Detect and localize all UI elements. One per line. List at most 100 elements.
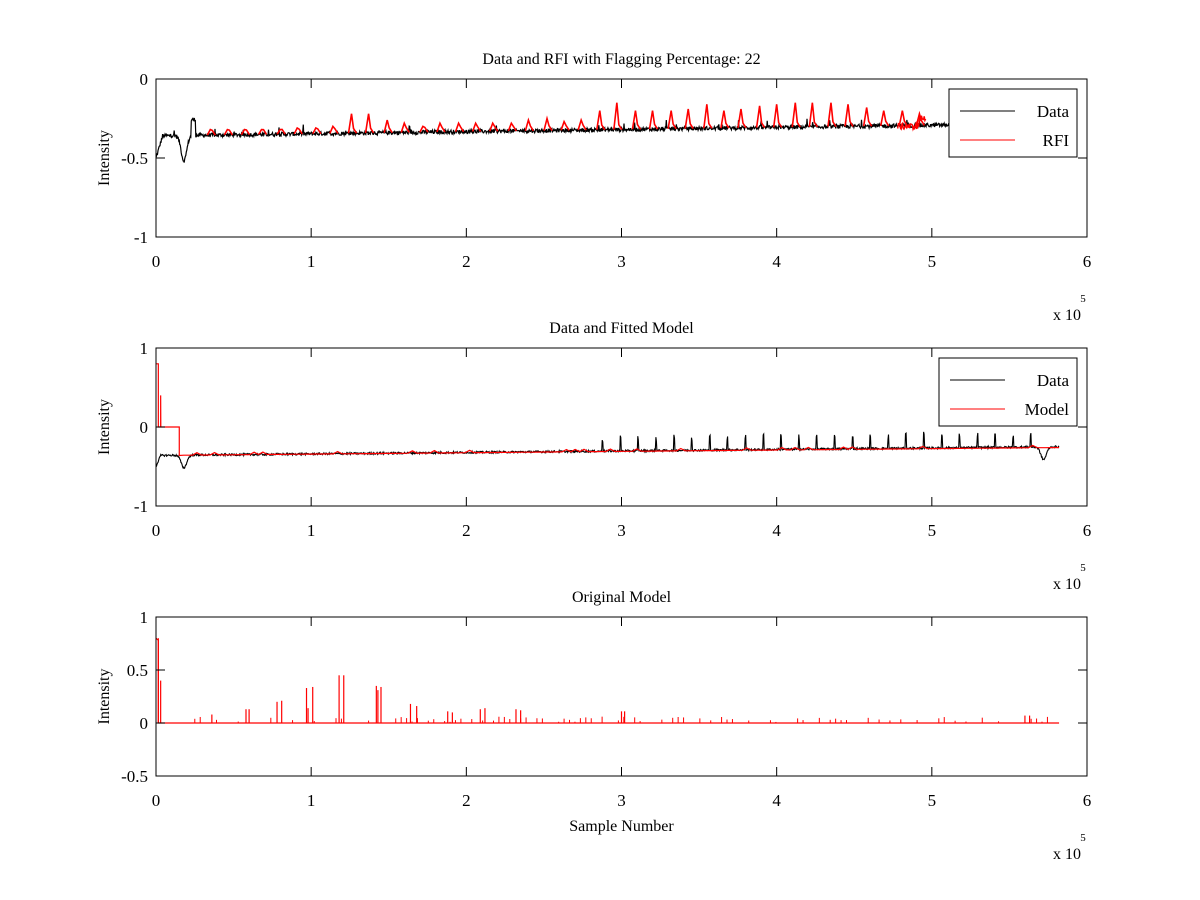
rfi-spike [791,102,801,128]
y-tick-label: 0 [140,70,149,89]
x-tick-label: 3 [617,252,626,271]
y-axis-label: Intensity [96,669,113,725]
rfi-spike [276,128,286,135]
rfi-spike [454,121,465,133]
series-baseline [156,637,1060,724]
rfi-spike [613,102,623,130]
x-tick-label: 1 [307,252,316,271]
subplot-1: Data and RFI with Flagging Percentage: 2… [96,51,1091,324]
rfi-spike [347,113,358,134]
x-tick-label: 4 [772,791,781,810]
rfi-spike [808,102,819,128]
chart-title: Original Model [572,589,672,606]
y-tick-label: 0 [140,714,149,733]
rfi-spike [577,117,587,131]
y-axis-label: Intensity [96,399,113,455]
x-tick-label: 2 [462,791,471,810]
x-exponent-power: 5 [1080,562,1086,574]
x-exponent-base: x 10 [1053,846,1081,863]
y-axis-label: Intensity [96,130,113,186]
rfi-spike [648,110,659,130]
rfi-spike [755,105,766,129]
rfi-spike [703,104,713,129]
rfi-spike [684,108,694,130]
x-tick-label: 5 [928,791,937,810]
rfi-spike [898,110,909,127]
legend-label: Data [1037,102,1070,121]
series-data [156,117,964,163]
legend-box [938,357,1078,427]
x-tick-label: 2 [462,252,471,271]
rfi-spike [240,128,251,136]
x-tick-label: 0 [152,252,161,271]
chart-title: Data and Fitted Model [549,320,694,337]
rfi-spike [560,119,570,131]
chart-title: Data and RFI with Flagging Percentage: 2… [482,51,760,68]
axes-frame [155,78,1088,238]
x-tick-label: 3 [617,521,626,540]
rfi-spike [488,121,499,132]
axes-frame [155,347,1088,507]
rfi-spike [206,128,216,136]
legend-box [948,88,1078,158]
y-tick-label: 1 [140,339,149,358]
rfi-spike [293,126,303,135]
x-tick-label: 6 [1083,252,1092,271]
rfi-spike [419,125,429,133]
y-tick-label: -1 [134,497,148,516]
x-tick-label: 5 [928,521,937,540]
rfi-spike [543,115,553,131]
rfi-spike [524,117,535,132]
rfi-spike [329,124,339,134]
rfi-spike [507,121,518,132]
x-exponent-power: 5 [1080,832,1086,844]
axes-frame [155,616,1088,777]
y-tick-label: -0.5 [121,767,148,786]
rfi-spike [772,104,783,128]
x-tick-label: 4 [772,252,781,271]
x-axis-label: Sample Number [569,818,674,835]
legend: Data RFI [948,88,1078,158]
x-tick-label: 6 [1083,521,1092,540]
rfi-spike [595,110,606,131]
x-tick-label: 1 [307,521,316,540]
legend: Data Model [938,357,1078,427]
rfi-spike [737,108,747,129]
x-exponent-base: x 10 [1053,576,1081,593]
rfi-spike [667,110,677,130]
rfi-spike [223,128,234,136]
y-tick-label: -1 [134,228,148,247]
x-tick-label: 3 [617,791,626,810]
rfi-segment [897,115,927,132]
x-tick-label: 5 [928,252,937,271]
rfi-spike [257,128,268,135]
rfi-spike [844,104,854,127]
rfi-spike [720,110,730,129]
legend-label: RFI [1043,131,1070,150]
x-tick-label: 0 [152,791,161,810]
rfi-spike [862,107,873,127]
subplot-3: Original Model Intensity Sample Number 0 1 2 3… [96,589,1091,863]
plot-area [156,102,964,163]
x-exponent-base: x 10 [1053,307,1081,324]
rfi-spike [827,102,837,128]
y-tick-label: 1 [140,608,149,627]
legend-label: Model [1025,400,1070,419]
rfi-spike [471,121,482,132]
rfi-spike [364,113,375,134]
x-tick-label: 0 [152,521,161,540]
rfi-spike [436,121,446,133]
plot-area [156,363,1060,470]
x-tick-label: 6 [1083,791,1092,810]
x-tick-label: 1 [307,791,316,810]
x-exponent-power: 5 [1080,293,1086,305]
rfi-spike [400,121,410,133]
y-tick-label: -0.5 [121,149,148,168]
plot-area [156,637,1060,724]
x-tick-label: 4 [772,521,781,540]
x-tick-label: 2 [462,521,471,540]
rfi-spike [312,126,322,135]
rfi-spike [879,110,890,127]
